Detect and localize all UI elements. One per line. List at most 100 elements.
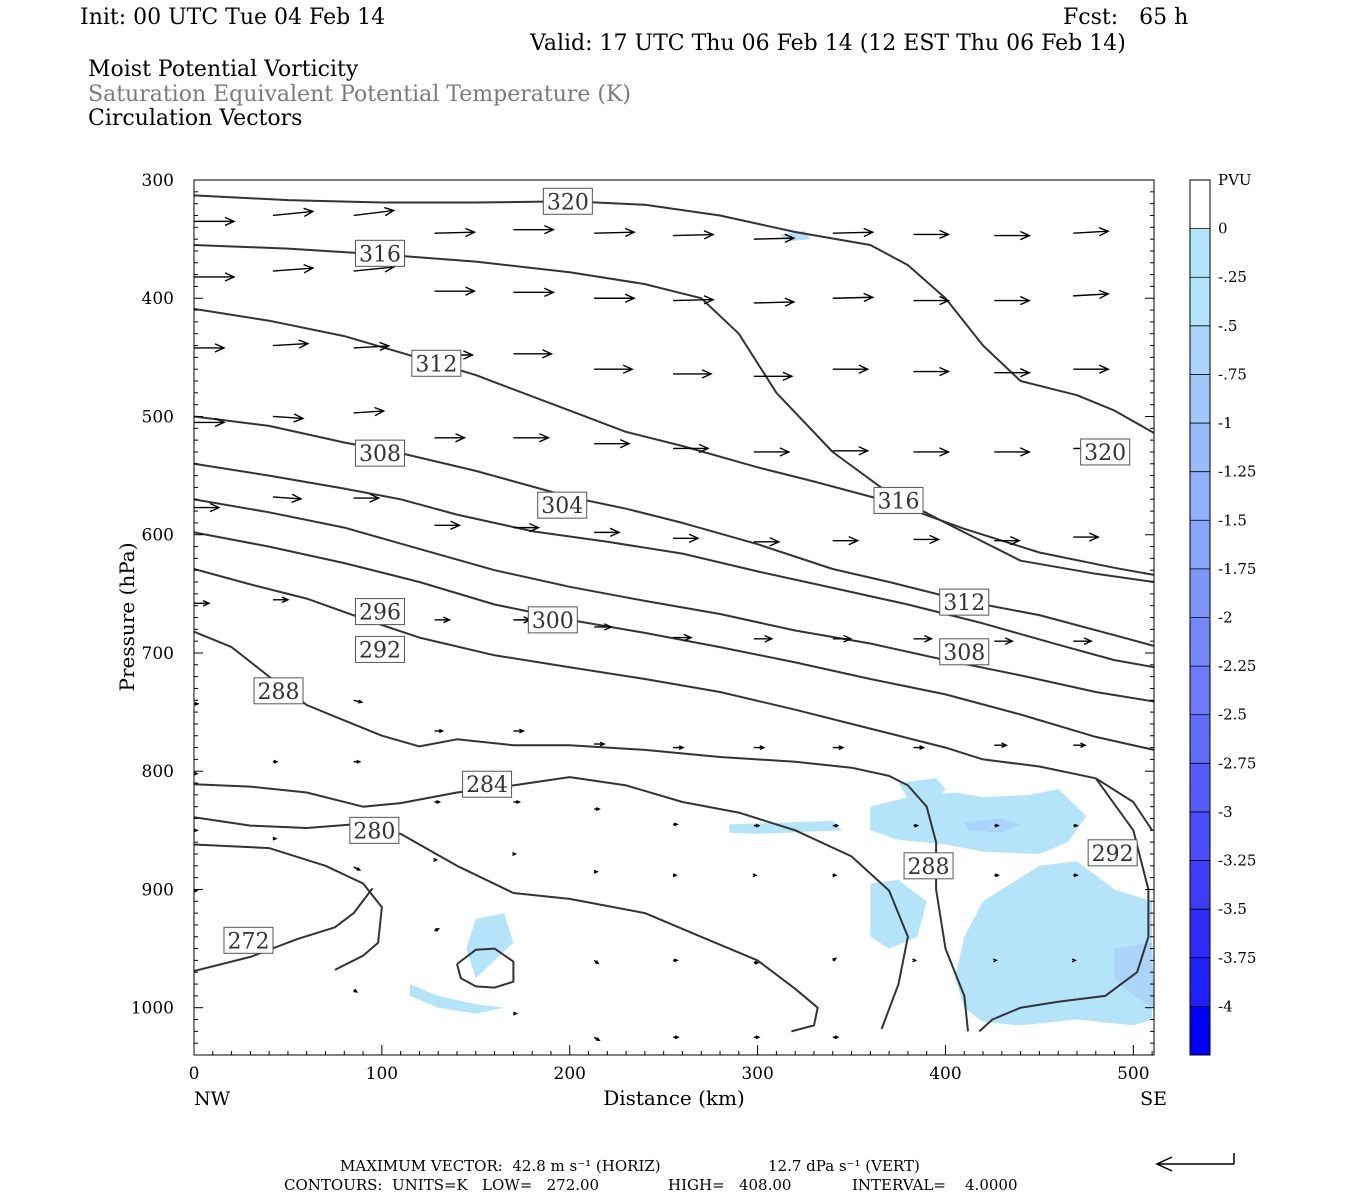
init-time: Init: 00 UTC Tue 04 Feb 14 (80, 5, 386, 30)
contour-label-box (253, 677, 304, 705)
contour-label: 292 (354, 635, 405, 663)
vector-head (752, 873, 758, 878)
colorbar-swatch (1190, 228, 1210, 278)
circulation-vector (994, 873, 1001, 878)
vector-shaft (832, 231, 873, 234)
circulation-vector (1073, 289, 1110, 300)
vector-shaft (272, 342, 308, 347)
contour-label-text: 292 (1092, 842, 1134, 867)
vector-head (919, 745, 926, 751)
vector-head (784, 233, 796, 244)
vector-head (379, 341, 391, 352)
vector-head (542, 349, 554, 359)
contour-info: CONTOURS: UNITS=K LOW= 272.00 (284, 1176, 600, 1194)
vector-head (834, 823, 840, 828)
circulation-vector (513, 728, 526, 734)
vector-head (673, 822, 679, 827)
vector-head (755, 1035, 761, 1040)
contour-label-text: 308 (943, 641, 985, 666)
contour-label-text: 284 (466, 773, 508, 798)
vector-head (619, 438, 631, 449)
circulation-vector (832, 957, 838, 962)
circulation-vector (832, 1035, 840, 1040)
vector-head (754, 960, 760, 965)
vector-head (214, 417, 226, 428)
circulation-vector (594, 293, 636, 303)
contour-label-box (873, 486, 924, 514)
vector-head (863, 227, 875, 238)
colorbar-label: -2.5 (1218, 706, 1247, 724)
circulation-vector (353, 699, 364, 704)
vector-head (599, 741, 606, 747)
y-tick-label: 700 (142, 644, 174, 664)
contour-label: 280 (349, 816, 400, 844)
circulation-vector (753, 371, 794, 381)
vector-head (912, 958, 918, 963)
circulation-vector (1073, 364, 1110, 374)
theta-contour-296 (194, 531, 1154, 751)
contour-label-text: 292 (359, 638, 401, 663)
vector-head (593, 869, 599, 874)
colorbar-swatch (1190, 666, 1210, 715)
colorbar-label: -4 (1218, 997, 1233, 1015)
vector-shaft (753, 237, 794, 240)
vector-head (703, 230, 715, 240)
vector-head (194, 771, 199, 776)
theta-contour-272 (194, 887, 374, 972)
vector-shaft (673, 298, 714, 302)
vector-head (672, 873, 678, 878)
vector-head (995, 823, 1001, 828)
vector-head (1001, 742, 1009, 749)
vector-head (779, 447, 791, 457)
circulation-vector (512, 851, 518, 856)
vector-head (939, 447, 951, 457)
circulation-vector-layer (194, 206, 1110, 1042)
contour-label: 288 (903, 852, 954, 880)
circulation-vector (673, 533, 700, 543)
colorbar-swatch (1190, 277, 1210, 326)
pv-shade-region (898, 778, 946, 801)
circulation-vector (272, 264, 315, 274)
vector-head (272, 836, 278, 841)
field-title-theta: Saturation Equivalent Potential Temperat… (88, 82, 631, 107)
vector-head (516, 799, 522, 804)
valid-time: Valid: 17 UTC Thu 06 Feb 14 (12 EST Thu … (530, 31, 1126, 56)
vector-head (544, 224, 556, 235)
vector-head (353, 988, 359, 993)
circulation-vector (832, 535, 860, 546)
vector-head (993, 958, 999, 963)
circulation-vector (594, 527, 621, 538)
circulation-vector (673, 1035, 680, 1040)
contour-label: 320 (542, 187, 593, 215)
circulation-vector (753, 823, 761, 828)
circulation-vector (272, 596, 290, 604)
circulation-vector (513, 287, 556, 298)
contour-label: 288 (253, 677, 304, 705)
y-tick-label: 800 (142, 762, 174, 782)
vector-head (924, 634, 934, 643)
circulation-vector (993, 958, 999, 963)
colorbar-label: -2.75 (1218, 754, 1256, 772)
colorbar-swatch (1190, 374, 1210, 424)
pv-shade-region (954, 861, 1153, 1026)
circulation-vector (913, 366, 951, 377)
contour-label: 316 (354, 239, 405, 267)
circulation-vector (913, 295, 951, 306)
circulation-vector (353, 759, 362, 764)
contour-label-text: 300 (532, 609, 574, 634)
colorbar-swatch (1190, 957, 1210, 1007)
x-tick-label: 100 (366, 1064, 398, 1084)
vector-head (291, 493, 303, 503)
circulation-vector (194, 502, 221, 513)
circulation-vector (753, 233, 796, 244)
contour-label: 284 (462, 770, 513, 798)
circulation-vector (594, 807, 601, 812)
vector-head (303, 264, 315, 274)
colorbar-swatch (1190, 617, 1210, 667)
x-tick-label: 200 (554, 1064, 586, 1084)
contour-label-box (354, 598, 405, 626)
vector-head (701, 369, 713, 379)
circulation-vector (594, 623, 613, 631)
contour-label: 312 (411, 349, 462, 377)
vector-head (209, 502, 221, 513)
